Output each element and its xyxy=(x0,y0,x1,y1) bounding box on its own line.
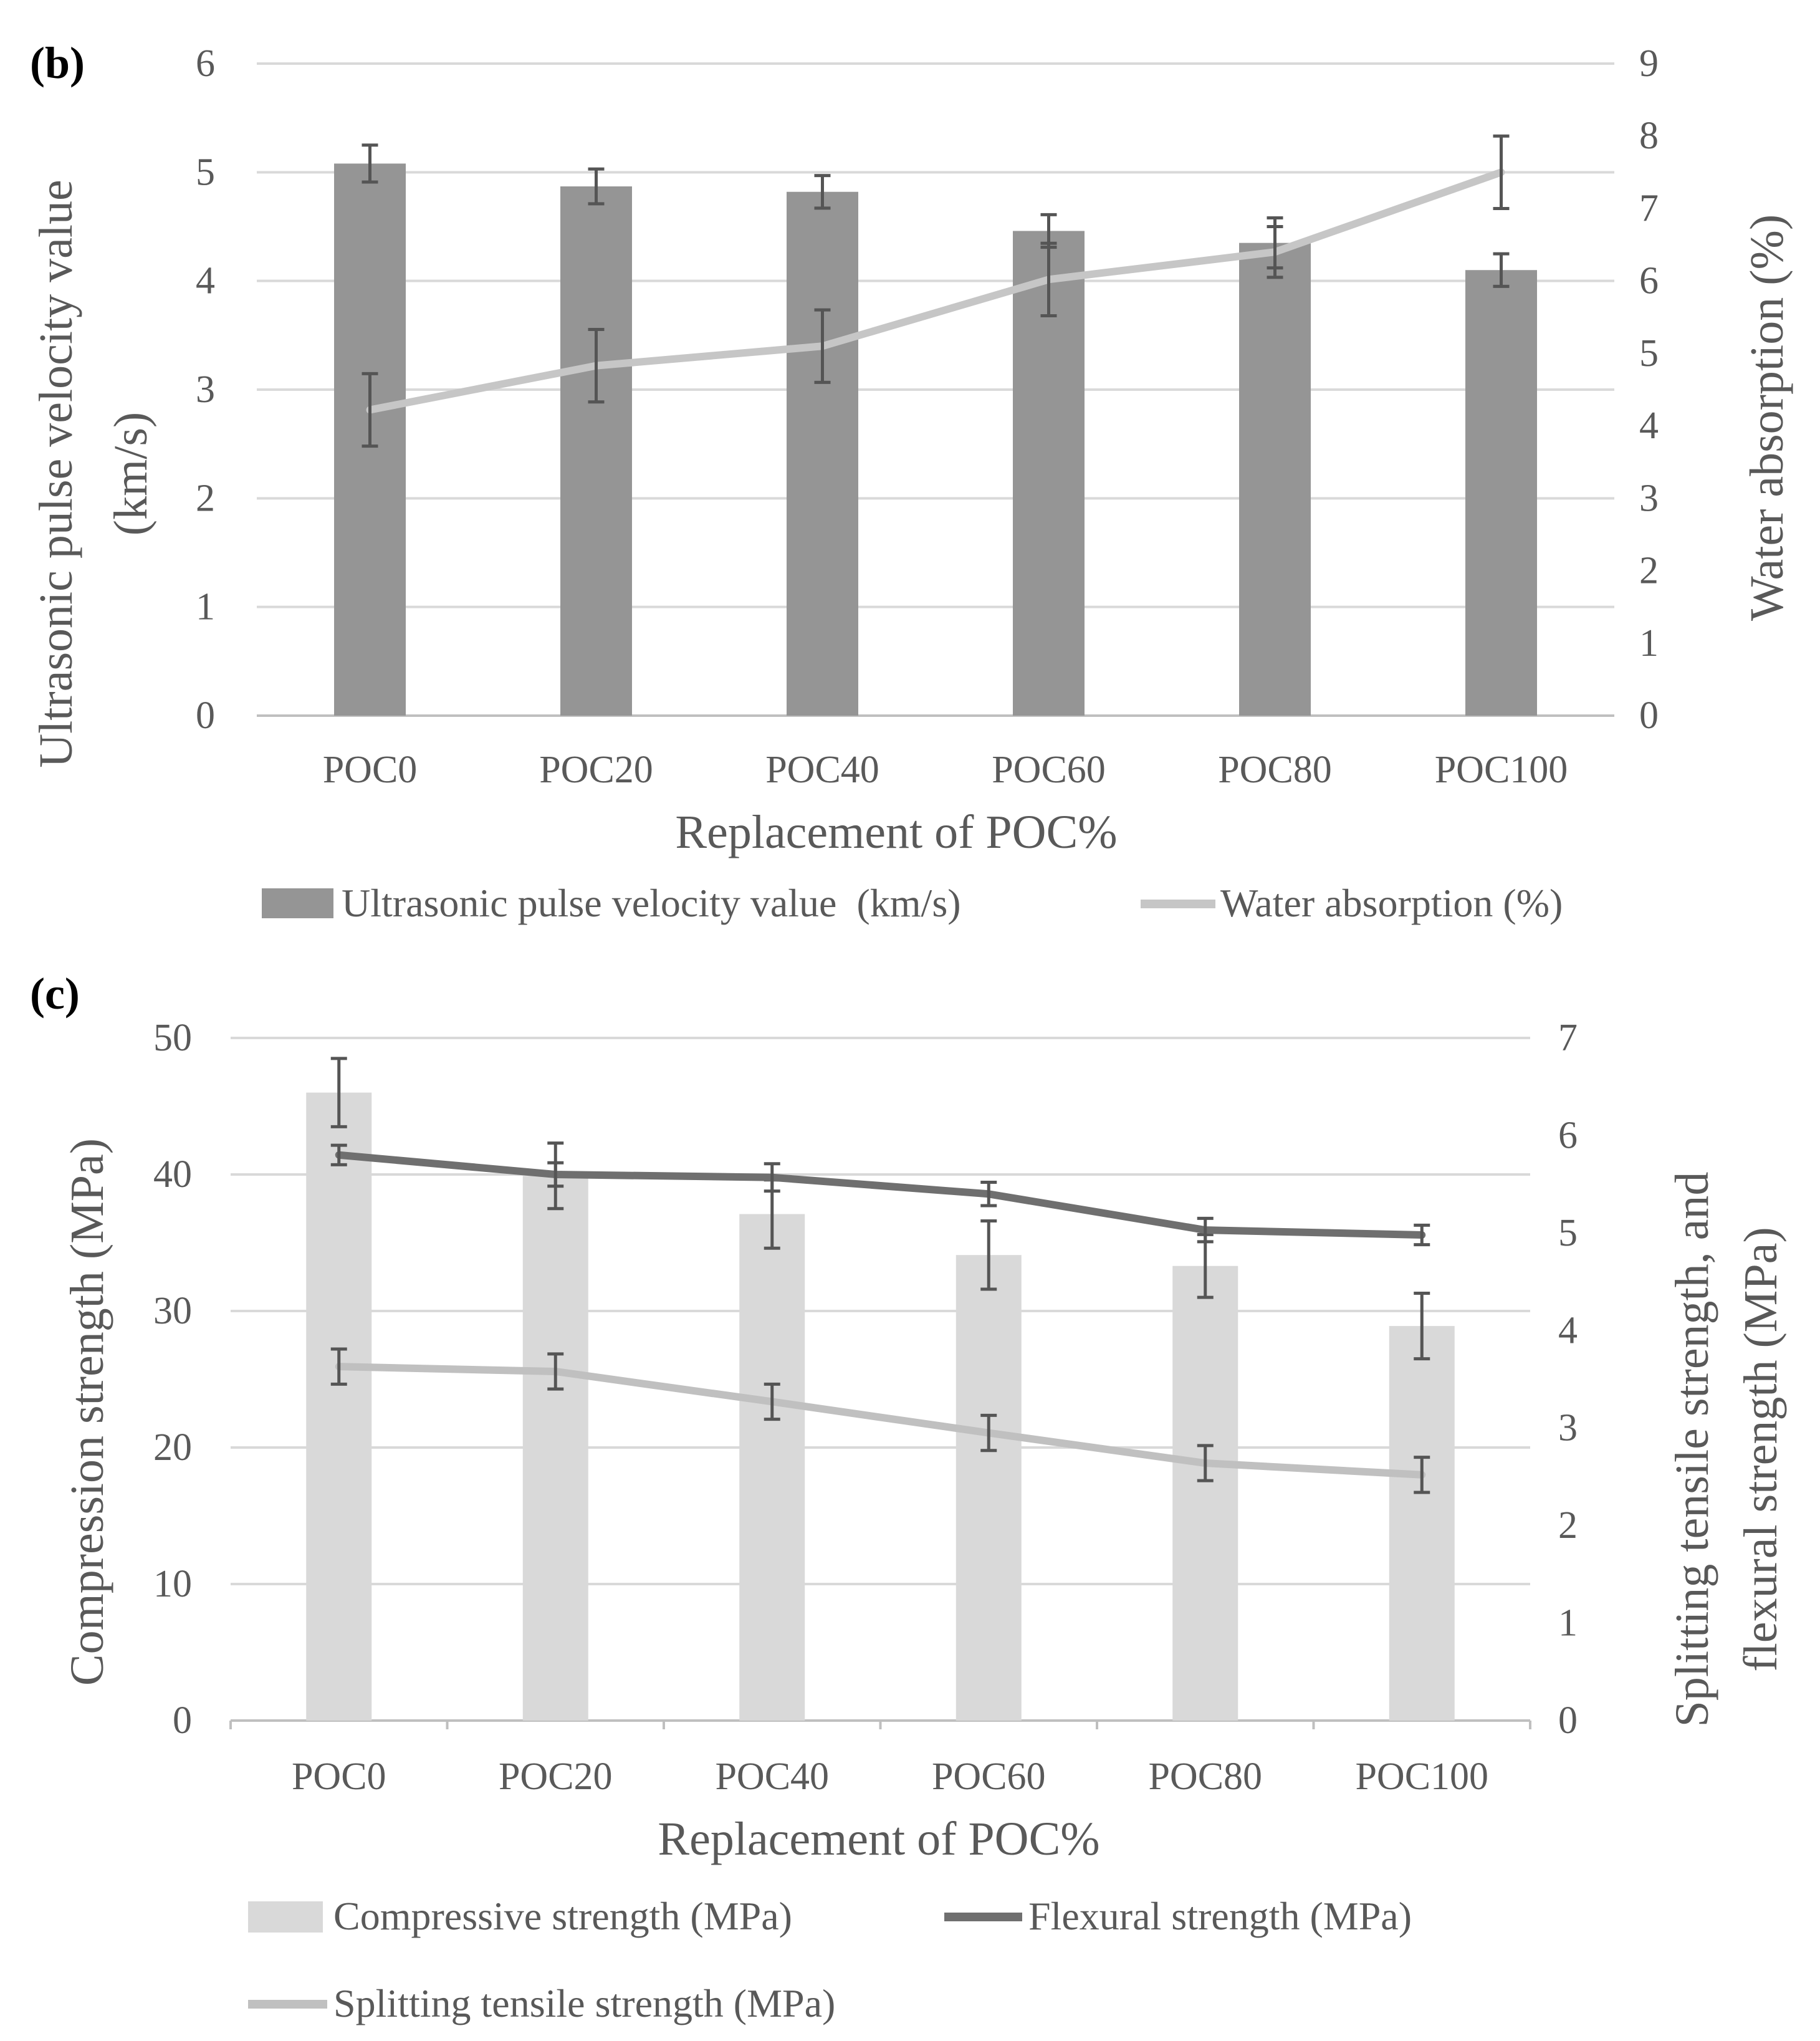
x-tick-label: POC0 xyxy=(323,749,418,791)
b-x-ticks: POC0 POC20 POC40 POC60 POC80 POC100 xyxy=(323,749,1568,791)
y-right-tick-label: 8 xyxy=(1639,115,1659,157)
b-xlabel: Replacement of POC% xyxy=(675,806,1117,858)
c-bars xyxy=(306,1092,1455,1721)
y-right-tick-label: 1 xyxy=(1558,1602,1578,1645)
x-tick-label: POC20 xyxy=(539,749,653,791)
c-legend-swatch-compressive xyxy=(248,1901,323,1933)
bar xyxy=(560,186,632,716)
y-right-tick-label: 7 xyxy=(1639,187,1659,229)
x-tick-label: POC40 xyxy=(765,749,879,791)
y-right-tick-label: 5 xyxy=(1558,1212,1578,1254)
x-tick-label: POC20 xyxy=(499,1755,613,1798)
y-right-tick-label: 2 xyxy=(1639,550,1659,592)
c-gridlines xyxy=(229,1037,1531,1729)
y-right-tick-label: 6 xyxy=(1639,260,1659,302)
bar xyxy=(1389,1326,1455,1721)
panel-label-c: (c) xyxy=(30,969,80,1019)
b-legend-label-upv: Ultrasonic pulse velocity value (km/s) xyxy=(342,881,961,925)
x-tick-label: POC100 xyxy=(1355,1755,1488,1798)
y-right-tick-label: 4 xyxy=(1639,405,1659,447)
b-bars xyxy=(334,163,1537,716)
bar xyxy=(1172,1265,1238,1721)
b-legend-label-wa: Water absorption (%) xyxy=(1220,881,1563,925)
y-right-tick-label: 9 xyxy=(1639,42,1659,85)
c-legend-label-compressive: Compressive strength (MPa) xyxy=(333,1894,792,1938)
y-right-tick-label: 4 xyxy=(1558,1309,1578,1352)
bar xyxy=(1239,243,1311,716)
b-ylabel-left-line2: (km/s) xyxy=(105,412,157,535)
y-right-tick-label: 1 xyxy=(1639,622,1659,665)
c-ylabel-right-line2: flexural strength (MPa) xyxy=(1735,1227,1787,1671)
x-tick-label: POC60 xyxy=(992,749,1106,791)
y-right-tick-label: 0 xyxy=(1558,1699,1578,1742)
y-left-tick-label: 6 xyxy=(196,42,215,85)
c-xlabel: Replacement of POC% xyxy=(658,1813,1099,1865)
series-line xyxy=(366,168,1505,414)
c-line-error-bars xyxy=(330,1143,1430,1494)
c-legend-label-flexural: Flexural strength (MPa) xyxy=(1028,1894,1412,1938)
bar xyxy=(1465,270,1537,716)
bar xyxy=(787,191,858,716)
y-left-tick-label: 2 xyxy=(196,477,215,519)
series-line xyxy=(335,1151,1426,1239)
bar xyxy=(739,1214,805,1721)
y-left-tick-label: 4 xyxy=(196,260,215,302)
b-line-series xyxy=(366,168,1505,414)
y-right-tick-label: 7 xyxy=(1558,1017,1578,1059)
y-left-tick-label: 30 xyxy=(153,1290,192,1332)
x-tick-label: POC40 xyxy=(715,1755,829,1798)
c-ylabel-left: Compression strength (MPa) xyxy=(61,1138,113,1686)
y-right-tick-label: 5 xyxy=(1639,332,1659,375)
c-left-ticks: 0 10 20 30 40 50 xyxy=(153,1017,192,1742)
series-line xyxy=(335,1363,1426,1479)
y-left-tick-label: 10 xyxy=(153,1563,192,1605)
y-left-tick-label: 50 xyxy=(153,1017,192,1059)
c-x-ticks: POC0 POC20 POC40 POC60 POC80 POC100 xyxy=(292,1755,1488,1798)
x-tick-label: POC100 xyxy=(1435,749,1568,791)
c-line-series xyxy=(335,1151,1426,1479)
y-right-tick-label: 2 xyxy=(1558,1504,1578,1547)
c-legend-label-splitting: Splitting tensile strength (MPa) xyxy=(333,1981,835,2025)
b-ylabel-left-line1: Ultrasonic pulse velocity value xyxy=(30,180,82,767)
c-legend: Compressive strength (MPa) Flexural stre… xyxy=(248,1894,1412,2025)
x-tick-label: POC80 xyxy=(1148,1755,1262,1798)
bar xyxy=(956,1255,1022,1721)
y-right-tick-label: 6 xyxy=(1558,1114,1578,1156)
x-tick-label: POC60 xyxy=(932,1755,1046,1798)
panel-label-b: (b) xyxy=(30,38,85,88)
b-left-ticks: 0 1 2 3 4 5 6 xyxy=(196,42,215,737)
y-right-tick-label: 0 xyxy=(1639,694,1659,737)
y-right-tick-label: 3 xyxy=(1558,1407,1578,1449)
y-left-tick-label: 0 xyxy=(196,694,215,737)
y-left-tick-label: 3 xyxy=(196,368,215,411)
b-right-ticks: 0 1 2 3 4 5 6 7 8 9 xyxy=(1639,42,1659,737)
c-right-ticks: 0 1 2 3 4 5 6 7 xyxy=(1558,1017,1578,1742)
y-left-tick-label: 1 xyxy=(196,586,215,628)
b-legend: Ultrasonic pulse velocity value (km/s) W… xyxy=(262,881,1563,925)
b-ylabel-right: Water absorption (%) xyxy=(1741,214,1793,621)
y-left-tick-label: 0 xyxy=(173,1699,192,1742)
y-left-tick-label: 5 xyxy=(196,151,215,193)
c-bar-error-bars xyxy=(330,1057,1430,1361)
y-right-tick-label: 3 xyxy=(1639,477,1659,519)
bar xyxy=(522,1176,588,1721)
c-ylabel-right-line1: Splitting tensile strength, and xyxy=(1666,1172,1718,1727)
b-legend-swatch-upv xyxy=(262,888,333,918)
y-left-tick-label: 40 xyxy=(153,1153,192,1196)
y-left-tick-label: 20 xyxy=(153,1426,192,1469)
x-tick-label: POC80 xyxy=(1218,749,1332,791)
b-error-bars xyxy=(362,134,1510,448)
x-tick-label: POC0 xyxy=(292,1755,386,1798)
bar xyxy=(306,1092,372,1721)
